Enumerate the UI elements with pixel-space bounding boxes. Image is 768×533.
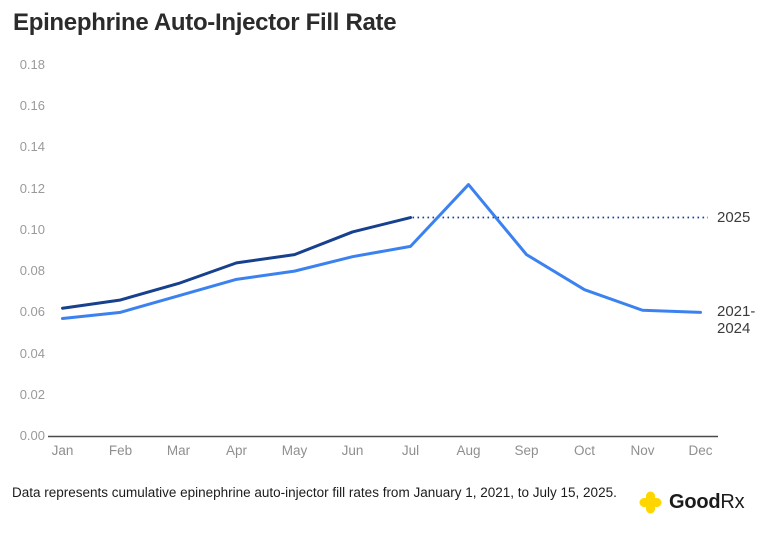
goodrx-wordmark-good: Good — [669, 490, 721, 513]
x-tick-label: Feb — [108, 443, 133, 458]
goodrx-wordmark: GoodRx — [669, 490, 745, 514]
y-tick-label: 0.04 — [19, 345, 45, 361]
x-tick-label: Dec — [688, 443, 713, 458]
series-line-2025 — [61, 216, 412, 310]
x-tick-label: May — [281, 443, 308, 458]
x-tick-label: Jul — [401, 443, 420, 458]
x-tick-label: Mar — [166, 443, 191, 458]
x-tick-label: Jan — [51, 443, 74, 458]
x-tick-label: Apr — [225, 443, 247, 458]
y-tick-label: 0.16 — [19, 98, 45, 114]
chart-footnote: Data represents cumulative epinephrine a… — [12, 485, 617, 500]
goodrx-logo: GoodRx — [639, 489, 745, 515]
goodrx-plus-icon — [639, 491, 662, 513]
series-end-label-2025: 2025 — [717, 208, 751, 226]
series-end-label-2021-2024: 2021-2024 — [717, 303, 756, 337]
y-tick-label: 0.14 — [19, 139, 45, 155]
y-tick-label: 0.06 — [19, 304, 45, 320]
chart-title: Epinephrine Auto-Injector Fill Rate — [13, 9, 397, 36]
x-tick-label: Oct — [573, 443, 595, 458]
x-tick-label: Sep — [514, 443, 539, 458]
x-tick-label: Aug — [456, 443, 481, 458]
goodrx-wordmark-rx: Rx — [720, 490, 745, 513]
x-tick-label: Jun — [341, 443, 364, 458]
y-tick-label: 0.18 — [19, 57, 45, 72]
y-tick-label: 0.12 — [19, 180, 45, 196]
series-line-2021-2024 — [61, 183, 702, 321]
y-tick-label: 0.02 — [19, 386, 45, 402]
y-tick-label: 0.00 — [19, 428, 45, 443]
y-tick-label: 0.10 — [19, 221, 45, 237]
x-tick-label: Nov — [630, 443, 655, 458]
y-tick-label: 0.08 — [19, 263, 45, 279]
